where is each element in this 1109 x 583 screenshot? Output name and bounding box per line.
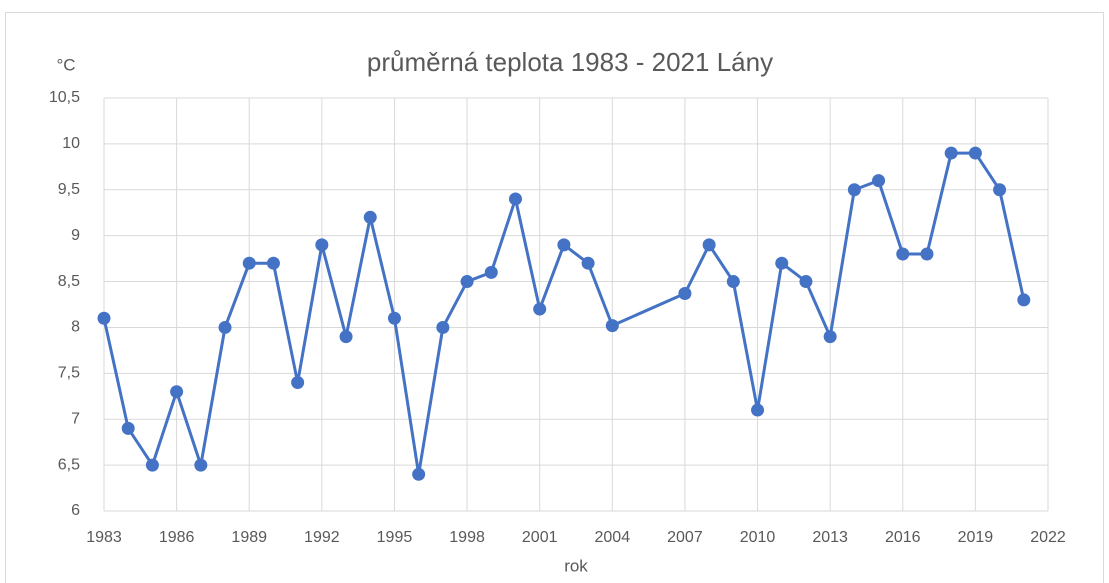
x-tick-label: 1986 (159, 529, 195, 546)
point (121, 421, 135, 435)
point (823, 330, 837, 344)
x-tick-label: 1992 (304, 529, 340, 546)
point (799, 275, 813, 289)
point (194, 458, 208, 472)
point (751, 403, 765, 417)
point (968, 146, 982, 160)
point (387, 311, 401, 325)
chart-title: průměrná teplota 1983 - 2021 Lány (367, 47, 773, 77)
point (218, 320, 232, 334)
y-tick-label: 9 (71, 227, 80, 244)
y-tick-label: 7,5 (58, 365, 80, 382)
point (678, 286, 692, 300)
point (170, 385, 184, 399)
point (484, 265, 498, 279)
x-axis-label: rok (564, 556, 588, 575)
x-tick-label: 2001 (522, 529, 558, 546)
point (896, 247, 910, 261)
point (993, 183, 1007, 197)
x-tick-label: 2022 (1030, 529, 1066, 546)
point (920, 247, 934, 261)
x-tick-label: 1995 (377, 529, 413, 546)
point (339, 330, 353, 344)
x-tick-label: 2004 (595, 529, 631, 546)
point (460, 275, 474, 289)
point (533, 302, 547, 316)
chart-frame (5, 12, 1104, 583)
point (557, 238, 571, 252)
x-tick-label: 2007 (667, 529, 703, 546)
point (944, 146, 958, 160)
point (145, 458, 159, 472)
point (436, 320, 450, 334)
point (775, 256, 789, 270)
point (242, 256, 256, 270)
y-tick-label: 8 (71, 319, 80, 336)
y-tick-label: 8,5 (58, 273, 80, 290)
point (412, 467, 426, 481)
y-axis-label: °C (56, 55, 75, 74)
point (363, 210, 377, 224)
x-tick-label: 2010 (740, 529, 776, 546)
y-tick-label: 6 (71, 502, 80, 519)
point (97, 311, 111, 325)
x-tick-label: 1989 (231, 529, 267, 546)
x-tick-label: 2019 (958, 529, 994, 546)
point (872, 174, 886, 188)
x-tick-label: 1983 (86, 529, 122, 546)
line (102, 151, 1026, 476)
point (605, 319, 619, 333)
y-tick-label: 10,5 (49, 89, 80, 106)
point (847, 183, 861, 197)
point (291, 376, 305, 390)
point (266, 256, 280, 270)
x-tick-label: 2016 (885, 529, 921, 546)
y-tick-label: 10 (62, 135, 80, 152)
x-tick-label: 2013 (812, 529, 848, 546)
point (581, 256, 595, 270)
y-tick-label: 6,5 (58, 456, 80, 473)
point (726, 275, 740, 289)
point (508, 192, 522, 206)
point (1017, 293, 1031, 307)
point (315, 238, 329, 252)
y-tick-label: 9,5 (58, 181, 80, 198)
y-tick-label: 7 (71, 410, 80, 427)
x-tick-label: 1998 (449, 529, 485, 546)
point (702, 238, 716, 252)
